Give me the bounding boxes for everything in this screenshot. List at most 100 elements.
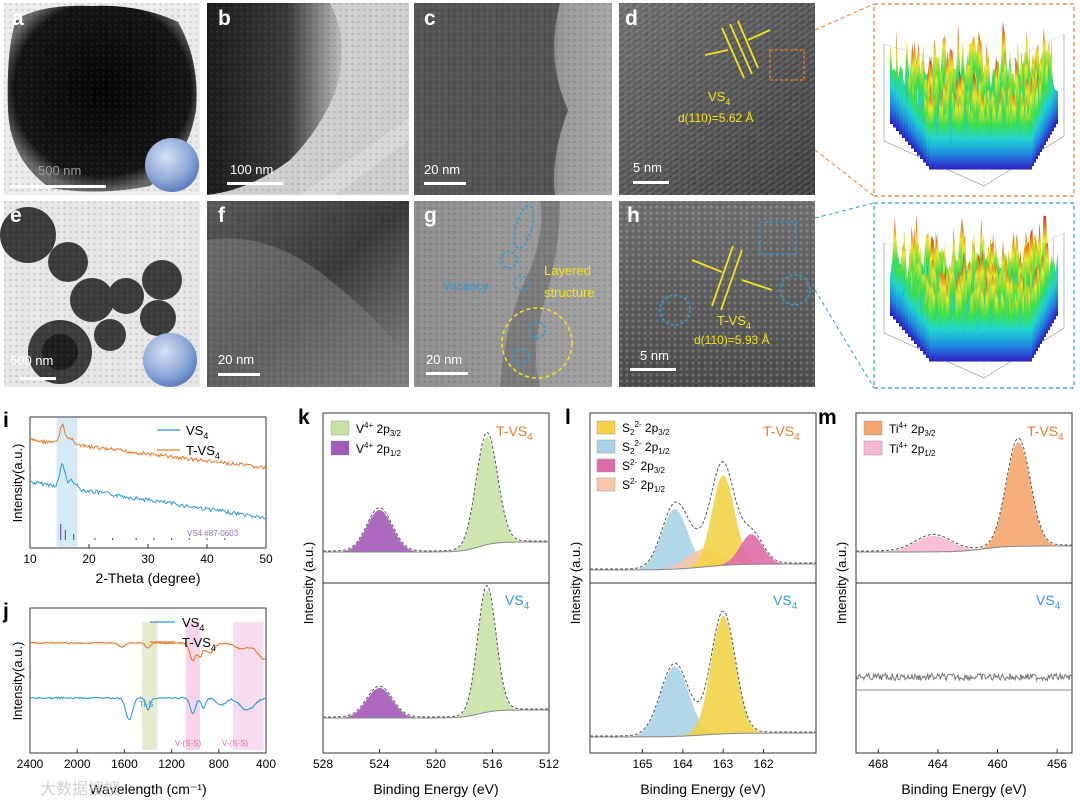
surface-plot-bottom: [814, 202, 1075, 389]
envelope: [590, 461, 816, 570]
x-axis-label: Wavelength (cm⁻¹): [89, 781, 206, 797]
selection-box: [759, 221, 797, 255]
legend-entry: S2- 2p1/2: [622, 477, 666, 494]
fit-peak: [590, 534, 816, 570]
envelope: [856, 437, 1072, 552]
x-tick-label: 800: [209, 757, 229, 771]
panel-letter: b: [218, 7, 231, 30]
sample-label-top: T-VS4: [1027, 423, 1064, 443]
band-label: Ti-S: [139, 700, 153, 709]
envelope: [323, 431, 549, 552]
fit-peak: [323, 436, 549, 552]
x-tick-label: 165: [632, 757, 652, 771]
band-region: [185, 622, 200, 750]
x-axis-label: Binding Energy (eV): [640, 781, 765, 797]
legend-vs4: VS4: [182, 615, 204, 633]
panel-h-micrograph: T-VS4 d(110)=5.93 Å 5 nm h: [619, 201, 815, 387]
panel-f-micrograph: 20 nm f: [207, 201, 409, 387]
chart-m-xps: Ti4+ 2p3/2 Ti4+ 2p1/2 T-VS4 VS4 468 464 46…: [818, 406, 1073, 797]
d-spacing-label: d(110)=5.62 Å: [678, 110, 754, 125]
x-tick-label: 464: [928, 757, 948, 771]
material-label: T-VS4: [717, 313, 751, 331]
x-axis-label: Binding Energy (eV): [373, 781, 498, 797]
x-axis-label: Binding Energy (eV): [901, 781, 1026, 797]
baseline: [323, 709, 549, 719]
y-axis-label: Intensity (a.u.): [301, 542, 316, 624]
reference-label: VS4 #87-0603: [187, 529, 239, 538]
sample-label-bottom: VS4: [773, 592, 798, 612]
highlight-band: [56, 418, 78, 547]
chart-k-xps: V4+ 2p3/2 V4+ 2p1/2 T-VS4 VS4 528 524 520 5…: [298, 406, 559, 797]
band-label: V-(S-S): [222, 739, 249, 748]
x-tick-label: 400: [256, 757, 276, 771]
x-tick-label: 2400: [17, 757, 44, 771]
panel-a-micrograph: 500 nm a: [4, 3, 200, 195]
chart-i-xrd: VS4 #87-0603 VS4 T-VS4 10 20 30 40 50 2-Thet…: [3, 409, 273, 586]
baseline: [323, 541, 549, 553]
panel-letter: k: [298, 406, 310, 429]
x-tick-label: 2000: [64, 757, 91, 771]
legend-entry: S22- 2p1/2: [622, 439, 670, 456]
x-tick-label: 162: [754, 757, 774, 771]
y-axis-label: Intensity(a.u.): [10, 444, 25, 523]
panel-letter: a: [12, 7, 24, 30]
scale-label: 20 nm: [424, 162, 460, 177]
watermark: 大数据搜搜: [40, 780, 120, 798]
scale-bar: [424, 182, 466, 185]
scale-bar: [227, 182, 283, 185]
panel-e-micrograph: 500 nm e: [0, 201, 200, 387]
y-axis-label: Intensity (a.u.): [568, 542, 583, 624]
x-tick-label: 10: [23, 552, 37, 566]
x-tick-label: 163: [713, 757, 733, 771]
scale-label: 500 nm: [10, 353, 53, 368]
panel-letter: g: [424, 204, 437, 227]
panel-letter: i: [3, 409, 9, 432]
sample-label-bottom: VS4: [1036, 592, 1061, 612]
fit-peak: [590, 475, 816, 570]
x-tick-label: 20: [82, 552, 96, 566]
scale-bar: [426, 372, 468, 375]
y-axis-label: Intensity (a.u.): [834, 542, 849, 624]
fit-peak: [323, 590, 549, 718]
x-tick-label: 1200: [158, 757, 185, 771]
x-tick-label: 512: [539, 757, 559, 771]
baseline: [590, 563, 816, 571]
fit-peak: [856, 535, 1072, 552]
legend-entry: Ti4+ 2p1/2: [889, 441, 936, 458]
band-label: V-(S-S): [175, 739, 202, 748]
scale-bar: [20, 377, 56, 380]
legend-vs4: VS4: [186, 423, 208, 441]
panel-c-micrograph: 20 nm c: [414, 3, 612, 195]
material-label: VS4: [708, 89, 730, 107]
surface-plot-top: [814, 3, 1075, 197]
panel-letter: f: [218, 204, 226, 227]
fit-peak: [323, 510, 549, 552]
panel-letter: d: [625, 7, 638, 30]
panel-d-micrograph: VS4 d(110)=5.62 Å 5 nm d: [619, 3, 815, 195]
series-line: [29, 696, 267, 721]
panel-g-micrograph: Vacancy Layered structure 20 nm g: [414, 201, 612, 387]
surface-slice: [928, 87, 1033, 170]
scale-label: 5 nm: [640, 348, 669, 363]
legend-entry: S2- 2p3/2: [622, 458, 666, 475]
x-tick-label: 524: [369, 757, 389, 771]
legend-tvs4: T-VS4: [182, 635, 216, 653]
x-tick-label: 456: [1047, 757, 1067, 771]
series-line: [29, 462, 267, 520]
panel-letter: m: [818, 406, 837, 429]
band-region: [232, 622, 264, 750]
x-tick-label: 516: [482, 757, 502, 771]
x-tick-label: 30: [141, 552, 155, 566]
scale-label: 5 nm: [633, 160, 662, 175]
vacancy-label: Vacancy: [443, 279, 488, 293]
x-tick-label: 528: [313, 757, 333, 771]
selection-box: [769, 49, 805, 81]
panel-letter: e: [10, 204, 22, 227]
panel-b-micrograph: 100 nm b: [207, 3, 409, 195]
envelope: [323, 585, 549, 718]
baseline: [856, 545, 1072, 553]
sample-label-top: T-VS4: [496, 423, 533, 443]
x-tick-label: 40: [200, 552, 214, 566]
legend-tvs4: T-VS4: [186, 443, 220, 461]
